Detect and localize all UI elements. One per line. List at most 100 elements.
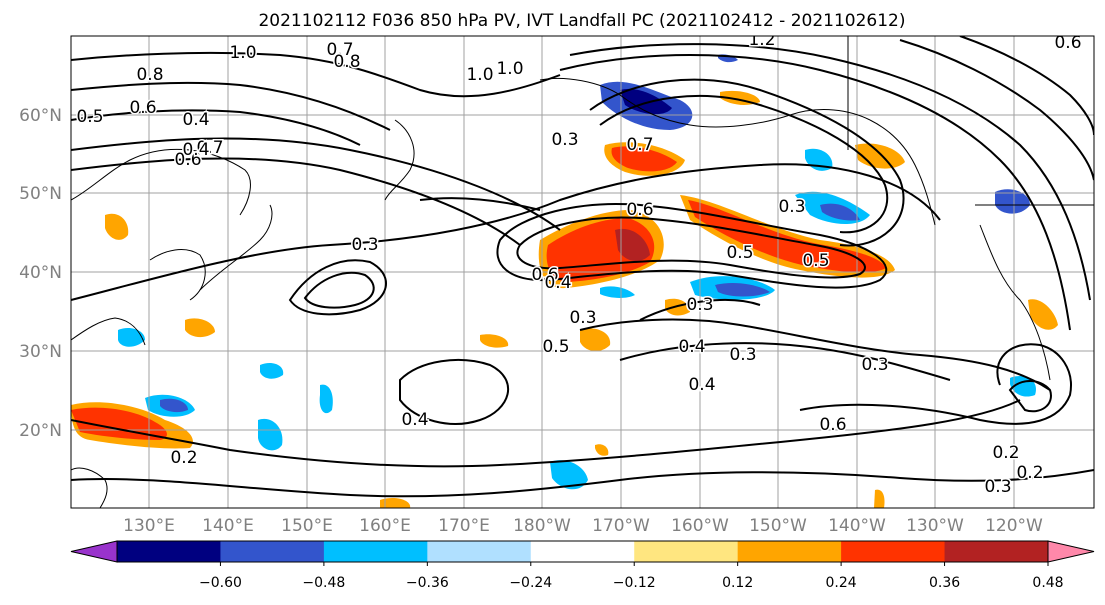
colorbar-tick-label: −0.24: [509, 575, 552, 591]
contour-line: [516, 216, 866, 279]
asia-coastline: [71, 148, 251, 216]
contour-label: 0.5: [726, 243, 753, 263]
contour-label: 0.7: [196, 138, 223, 158]
contour-label: 0.7: [326, 40, 353, 60]
colorbar-tick-label: 0.48: [1032, 575, 1063, 591]
contour-line: [71, 137, 561, 231]
colorbar-under-arrow: [70, 540, 118, 563]
colorbar-swatch: [737, 541, 842, 562]
contour-line: [639, 299, 761, 321]
longitude-label: 140°W: [828, 516, 886, 536]
colorbar-tick-label: −0.36: [406, 575, 449, 591]
colorbar: −0.60 −0.48 −0.36 −0.24 −0.12 0.12 0.24 0.36 0.4…: [70, 540, 1095, 591]
latitude-label: 30°N: [19, 342, 62, 362]
colorbar-over-arrow: [1047, 540, 1095, 563]
contour-line: [959, 36, 1094, 136]
colorbar-tick-label: 0.36: [929, 575, 960, 591]
contour-label: 1.0: [466, 65, 493, 85]
latitude-labels: 60°N 50°N 40°N 30°N 20°N: [19, 106, 62, 441]
positive-anomaly-patch: [665, 298, 690, 316]
contour-label: 0.4: [678, 337, 705, 357]
contour-label: 0.4: [182, 110, 209, 130]
us-west-coastline: [979, 224, 1051, 381]
contour-label: 0.3: [729, 345, 756, 365]
contour-line: [71, 109, 361, 146]
contour-label: 0.4: [544, 273, 571, 293]
contour-label: 0.2: [1016, 463, 1043, 483]
contour-label: 0.2: [992, 443, 1019, 463]
positive-anomaly-patch: [1028, 299, 1058, 330]
longitude-label: 160°E: [359, 516, 411, 536]
longitude-label: 170°W: [592, 516, 650, 536]
map-title: 2021102112 F036 850 hPa PV, IVT Landfall…: [258, 11, 905, 31]
contour-label: 0.3: [778, 197, 805, 217]
positive-anomaly-patch: [480, 334, 509, 348]
positive-anomaly-patch: [855, 143, 905, 169]
colorbar-border: [116, 540, 1049, 563]
negative-anomaly-core: [820, 203, 860, 221]
contour-label: 0.3: [569, 308, 596, 328]
longitude-label: 170°E: [438, 516, 490, 536]
contour-label: 1.0: [496, 59, 523, 79]
colorbar-swatch: [530, 541, 635, 562]
colorbar-tick-label: 0.24: [826, 575, 857, 591]
map-frame: [70, 35, 1095, 509]
negative-anomaly-core: [715, 282, 770, 297]
canada-coastline: [869, 119, 936, 226]
negative-anomaly-patch: [995, 189, 1030, 214]
latitude-label: 50°N: [19, 184, 62, 204]
colorbar-tick-label: 0.12: [722, 575, 753, 591]
colorbar-tick-label: −0.48: [302, 575, 345, 591]
kamchatka-coastline: [384, 119, 415, 201]
contour-label: 0.7: [626, 135, 653, 155]
contour-line: [579, 318, 1051, 391]
positive-anomaly-patch: [595, 444, 609, 456]
latitude-label: 20°N: [19, 421, 62, 441]
china-coastline: [71, 317, 146, 346]
contour-label: 0.6: [819, 415, 846, 435]
coastlines: [71, 36, 1094, 508]
longitude-label: 150°W: [749, 516, 807, 536]
contour-line: [288, 259, 387, 316]
colorbar-swatch: [634, 541, 739, 562]
contour-label: 0.3: [861, 355, 888, 375]
contour-label: 0.3: [551, 130, 578, 150]
contour-line: [589, 78, 905, 247]
positive-anomaly-patch: [688, 200, 886, 273]
contour-line: [399, 359, 510, 425]
contour-line: [496, 203, 888, 289]
contour-line: [303, 271, 375, 309]
contour-line: [71, 157, 521, 246]
longitude-label: 120°W: [985, 516, 1043, 536]
positive-anomaly-core: [615, 228, 650, 262]
colorbar-swatch: [944, 541, 1049, 562]
contour-line: [71, 163, 941, 301]
contour-line: [1008, 380, 1052, 413]
contour-label: 0.8: [136, 65, 163, 85]
contour-line: [419, 197, 541, 211]
contour-label: 0.6: [531, 265, 558, 285]
contour-line: [559, 54, 1071, 331]
colorbar-swatch: [323, 541, 428, 562]
positive-anomaly-patch: [874, 489, 885, 508]
longitude-label: 140°E: [202, 516, 254, 536]
pv-contours: [71, 36, 1094, 498]
contour-line: [899, 39, 1094, 181]
contour-label: 0.6: [1054, 33, 1081, 53]
contour-label: 1.0: [229, 43, 256, 63]
contour-label: 0.3: [686, 295, 713, 315]
negative-anomaly-patch: [258, 418, 283, 451]
longitude-label: 130°E: [123, 516, 175, 536]
contour-label: 0.8: [333, 52, 360, 72]
negative-anomaly-patch: [550, 460, 588, 490]
contour-label: 0.5: [802, 251, 829, 271]
contour-label: 0.5: [76, 107, 103, 127]
positive-anomaly-patch: [185, 318, 215, 338]
contour-label: 0.4: [182, 140, 209, 160]
positive-anomaly-patch: [71, 407, 167, 440]
contour-label: 1.2: [748, 30, 775, 50]
positive-anomaly-patch: [380, 497, 411, 508]
longitude-label: 180°W: [513, 516, 571, 536]
